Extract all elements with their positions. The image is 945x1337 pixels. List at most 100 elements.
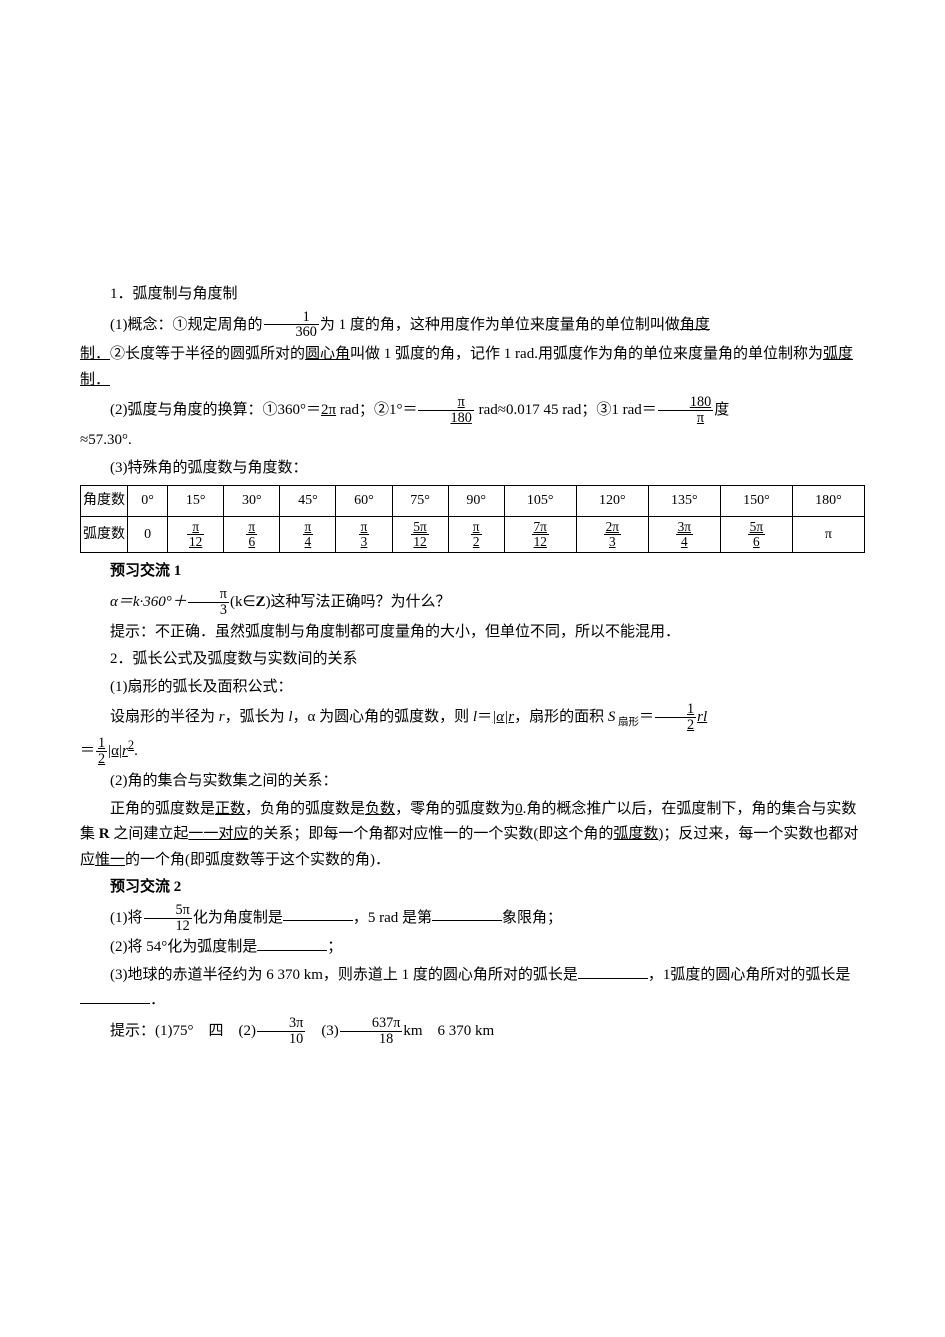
numerator: 3π	[257, 1016, 305, 1032]
table-cell-degree: 75°	[392, 486, 448, 517]
table-cell-degree: 30°	[224, 486, 280, 517]
underlined-formula: |α|r	[492, 709, 514, 725]
table-cell-degree: 135°	[648, 486, 720, 517]
section1-p1-cont: 制．②长度等于半径的圆弧所对的圆心角叫做 1 弧度的角，记作 1 rad.用弧度…	[80, 342, 865, 393]
numerator: π	[418, 395, 473, 411]
table-cell-degree: 150°	[720, 486, 792, 517]
numerator: 1	[264, 310, 319, 326]
text: )这种写法正确吗？为什么？	[266, 594, 451, 610]
text: 提示：(1)75° 四 (2)	[110, 1023, 256, 1039]
underlined-term: 弧度数	[613, 826, 658, 842]
table-cell-radian: π12	[168, 517, 224, 553]
numerator: 1	[96, 736, 107, 752]
text: (2)弧度与角度的换算：①360°＝	[110, 402, 321, 418]
fraction: 5π6	[748, 520, 765, 549]
fraction: π180	[418, 395, 473, 426]
text: km 6 370 km	[403, 1023, 494, 1039]
text: ②长度等于半径的圆弧所对的	[110, 346, 305, 362]
denominator: 180	[418, 411, 473, 426]
section1-p2: (2)弧度与角度的换算：①360°＝2π rad；②1°＝π180 rad≈0.…	[80, 395, 865, 426]
table-cell-radian: π3	[336, 517, 392, 553]
text: ＝	[477, 709, 492, 725]
text: 之间建立起	[110, 826, 189, 842]
table-cell-degree: 60°	[336, 486, 392, 517]
text: 化为角度制是	[193, 909, 283, 925]
text: 正角的弧度数是	[110, 801, 215, 817]
preview2-q3: (3)地球的赤道半径约为 6 370 km，则赤道上 1 度的圆心角所对的弧长是…	[80, 963, 865, 1014]
text: ＝	[80, 743, 95, 759]
text: ，1弧度的圆心角所对的弧长是	[648, 967, 851, 983]
underlined-term: 圆心角	[305, 346, 350, 362]
section2-p3: (2)角的集合与实数集之间的关系：	[80, 769, 865, 795]
underlined-term: 角度	[680, 316, 710, 332]
underlined-term: 一一对应	[188, 826, 248, 842]
text: (1)概念：①规定周角的	[110, 316, 263, 332]
underlined-term: 2π	[321, 402, 336, 418]
numerator: 5π	[144, 903, 192, 919]
blank-field	[578, 963, 648, 979]
section1-p1: (1)概念：①规定周角的1360为 1 度的角，这种用度作为单位来度量角的单位制…	[80, 310, 865, 341]
text: ＝	[639, 709, 654, 725]
angle-radian-table: 角度数 0°15°30°45°60°75°90°105°120°135°150°…	[80, 485, 865, 553]
text: .	[134, 743, 138, 759]
text: (2)将 54°化为弧度制是	[110, 939, 257, 955]
text: rad；②1°＝	[336, 402, 417, 418]
fraction: 5π12	[144, 903, 192, 934]
table-cell-degree: 180°	[792, 486, 864, 517]
preview2-answer: 提示：(1)75° 四 (2)3π10 (3)637π18km 6 370 km	[80, 1016, 865, 1047]
var-rl: rl	[697, 709, 707, 725]
text: ，负角的弧度数是	[245, 801, 365, 817]
text: 象限角；	[502, 909, 562, 925]
preview1-question: α＝k·360°＋π3(k∈Z)这种写法正确吗？为什么？	[80, 587, 865, 618]
set-z: Z	[256, 594, 266, 610]
underlined-term: 负数	[365, 801, 395, 817]
table-header-radians: 弧度数	[81, 517, 128, 553]
preview2-q2: (2)将 54°化为弧度制是；	[80, 935, 865, 961]
section2-p4: 正角的弧度数是正数，负角的弧度数是负数，零角的弧度数为0.角的概念推广以后，在弧…	[80, 797, 865, 874]
section2-p1: (1)扇形的弧长及面积公式：	[80, 675, 865, 701]
fraction: π3	[188, 587, 229, 618]
section1-p2-cont: ≈57.30°.	[80, 428, 865, 454]
underlined-term: 惟一	[95, 852, 125, 868]
blank-field	[432, 905, 502, 921]
denominator: 360	[264, 325, 319, 340]
table-cell-radian: 7π12	[504, 517, 576, 553]
table-row-degrees: 角度数 0°15°30°45°60°75°90°105°120°135°150°…	[81, 486, 865, 517]
table-cell-degree: 45°	[280, 486, 336, 517]
table-cell-radian: 3π4	[648, 517, 720, 553]
text: 的关系；即每一个角都对应惟一的一个实数(即这个角的	[248, 826, 613, 842]
numerator: π	[188, 587, 229, 603]
table-cell-radian: π6	[224, 517, 280, 553]
fraction: 3π4	[676, 520, 693, 549]
text: 的一个角(即弧度数等于这个实数的角)．	[125, 852, 390, 868]
text: 为 1 度的角，这种用度作为单位来度量角的单位制叫做	[320, 316, 680, 332]
preview2-q1: (1)将5π12化为角度制是，5 rad 是第象限角；	[80, 903, 865, 934]
table-cell-degree: 120°	[576, 486, 648, 517]
text: ，零角的弧度数为	[395, 801, 515, 817]
section2-p2: 设扇形的半径为 r，弧长为 l，α 为圆心角的弧度数，则 l＝|α|r，扇形的面…	[80, 702, 865, 733]
section2-title: 2．弧长公式及弧度数与实数间的关系	[80, 647, 865, 673]
fraction: 7π12	[532, 520, 549, 549]
fraction: 12	[96, 736, 107, 767]
table-cell-degree: 15°	[168, 486, 224, 517]
denominator: π	[658, 411, 713, 426]
table-cell-radian: 5π6	[720, 517, 792, 553]
text: (3)地球的赤道半径约为 6 370 km，则赤道上 1 度的圆心角所对的弧长是	[110, 967, 578, 983]
fraction: 180π	[658, 395, 713, 426]
set-r: R	[99, 826, 110, 842]
table-cell-radian: 0	[128, 517, 168, 553]
text: 设扇形的半径为	[110, 709, 219, 725]
denominator: 2	[96, 752, 107, 767]
fraction: π6	[246, 520, 257, 549]
text: 度	[714, 402, 729, 418]
denominator: 2	[655, 718, 696, 733]
blank-field	[80, 988, 150, 1004]
fraction: π3	[359, 520, 370, 549]
blank-field	[257, 935, 327, 951]
table-cell-radian: π2	[448, 517, 504, 553]
denominator: 10	[257, 1032, 305, 1047]
preview1-answer: 提示：不正确．虽然弧度制与角度制都可度量角的大小，但单位不同，所以不能混用．	[80, 620, 865, 646]
numerator: 1	[655, 702, 696, 718]
table-cell-radian: 5π12	[392, 517, 448, 553]
section2-p2-line2: ＝12|α|r2.	[80, 735, 865, 767]
